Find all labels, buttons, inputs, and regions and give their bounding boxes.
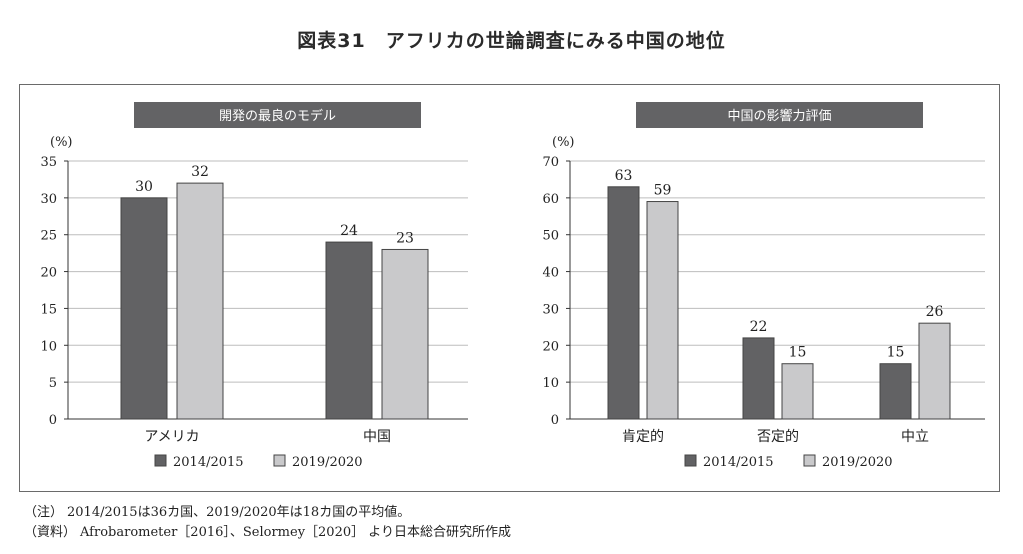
y-tick-label: 20 — [40, 266, 57, 281]
bar — [120, 197, 168, 420]
x-tick-label: アメリカ — [144, 429, 199, 445]
y-tick-label: 5 — [49, 376, 57, 391]
data-label: 22 — [750, 319, 768, 335]
source-line: （資料） Afrobarometer［2016］、Selormey［2020］ よ… — [24, 523, 511, 543]
legend-swatch — [684, 454, 697, 467]
bar — [879, 363, 912, 420]
y-tick-label: 20 — [542, 339, 559, 354]
y-tick-label: 50 — [542, 229, 559, 244]
chart-title-box — [134, 102, 421, 128]
data-label: 63 — [615, 168, 633, 184]
y-tick-label: 30 — [542, 302, 559, 317]
y-tick-label: 10 — [542, 376, 559, 391]
data-label: 26 — [926, 304, 944, 320]
y-tick-label: 0 — [49, 413, 57, 428]
bar — [381, 248, 429, 420]
figure-title: 図表31 アフリカの世論調査にみる中国の地位 — [297, 30, 726, 52]
y-tick-label: 15 — [40, 302, 57, 317]
chart-title: 開発の最良のモデル — [219, 108, 336, 124]
data-label: 32 — [191, 164, 209, 180]
bar — [646, 201, 679, 420]
x-tick-label: 中国 — [363, 429, 391, 445]
note-line: （注） 2014/2015は36カ国、2019/2020年は18カ国の平均値。 — [24, 503, 511, 523]
y-tick-label: 10 — [40, 339, 57, 354]
source-tag: （資料） — [24, 525, 77, 540]
source-text: Afrobarometer［2016］、Selormey［2020］ より日本総… — [80, 525, 511, 540]
legend-label: 2014/2015 — [703, 455, 774, 470]
legend-swatch — [803, 454, 816, 467]
figure-frame — [19, 84, 1000, 492]
legend-label: 2019/2020 — [292, 455, 363, 470]
chart-title: 中国の影響力評価 — [727, 108, 831, 124]
data-label: 15 — [789, 345, 807, 361]
y-tick-label: 25 — [40, 229, 57, 244]
y-tick-label: 0 — [551, 413, 559, 428]
x-tick-label: 中立 — [901, 429, 929, 445]
data-label: 24 — [340, 223, 358, 239]
y-tick-label: 30 — [40, 192, 57, 207]
note-text: 2014/2015は36カ国、2019/2020年は18カ国の平均値。 — [67, 505, 411, 520]
bar — [918, 322, 951, 420]
legend-swatch — [273, 454, 286, 467]
data-label: 15 — [887, 345, 905, 361]
bar — [742, 337, 775, 420]
bar — [325, 241, 373, 420]
note-tag: （注） — [24, 505, 64, 520]
x-tick-label: 肯定的 — [622, 429, 664, 445]
bar — [607, 186, 640, 420]
bar — [176, 182, 224, 420]
y-tick-label: 60 — [542, 192, 559, 207]
y-tick-label: 35 — [40, 155, 57, 170]
y-tick-label: 40 — [542, 266, 559, 281]
figure-notes: （注） 2014/2015は36カ国、2019/2020年は18カ国の平均値。 （… — [24, 503, 511, 543]
data-label: 59 — [654, 183, 672, 199]
y-axis-unit: (%) — [50, 135, 73, 150]
legend-label: 2019/2020 — [822, 455, 893, 470]
chart-title-box — [636, 102, 923, 128]
y-axis-unit: (%) — [552, 135, 575, 150]
x-tick-label: 否定的 — [757, 429, 799, 445]
data-label: 23 — [396, 230, 414, 246]
data-label: 30 — [135, 179, 153, 195]
y-tick-label: 70 — [542, 155, 559, 170]
legend-swatch — [154, 454, 167, 467]
bar — [781, 363, 814, 420]
legend-label: 2014/2015 — [173, 455, 244, 470]
